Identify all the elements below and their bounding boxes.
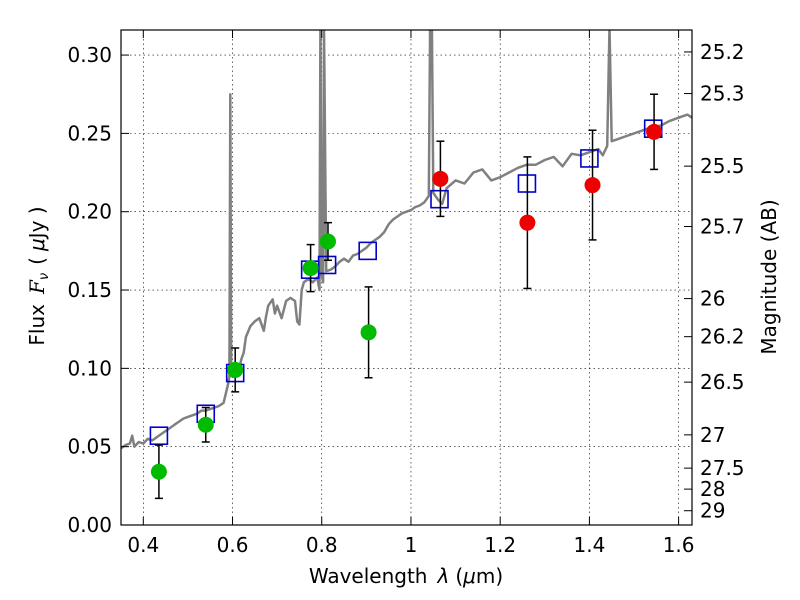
model-flux-box xyxy=(358,241,377,261)
sed-model-spectrum-layer xyxy=(121,30,692,450)
y-axis-title: FluxFν(μJy ) xyxy=(25,206,52,345)
x-axis-title: Wavelength λ (μm) xyxy=(309,564,503,588)
red-photometry-point xyxy=(584,177,601,194)
red-photometry-point xyxy=(646,123,663,140)
x-tick-label: 1.4 xyxy=(573,533,605,557)
y-tick-label: 0.25 xyxy=(67,121,112,145)
x-tick-label: 1 xyxy=(405,533,418,557)
model-flux-box xyxy=(317,255,337,275)
green-photometry-point xyxy=(197,416,214,433)
y-tick-label: 0.00 xyxy=(67,513,112,537)
x-tick-label: 1.2 xyxy=(484,533,516,557)
right-tick-label: 29 xyxy=(700,499,725,523)
model-flux-box xyxy=(149,426,169,446)
model-flux-box xyxy=(580,149,599,168)
right-tick-label: 26 xyxy=(700,287,725,311)
y-tick-label: 0.05 xyxy=(67,435,112,459)
red-photometry-point xyxy=(519,214,536,231)
right-tick-label: 26.5 xyxy=(700,370,745,394)
green-photometry-point xyxy=(302,260,319,277)
green-photometry-point xyxy=(150,463,167,480)
right-tick-label: 25.3 xyxy=(700,82,745,106)
red-photometry-point xyxy=(432,170,449,187)
y-tick-label: 0.15 xyxy=(67,278,112,302)
y-tick-label: 0.10 xyxy=(67,356,112,380)
green-photometry-point xyxy=(319,233,336,250)
y-tick-label: 0.30 xyxy=(67,43,112,67)
right-tick-label: 28 xyxy=(700,477,725,501)
x-tick-label: 0.6 xyxy=(217,533,249,557)
right-tick-label: 27 xyxy=(700,423,725,447)
right-tick-label: 25.7 xyxy=(700,215,745,239)
observed-photometry-layer xyxy=(150,123,663,480)
right-axis-title: Magnitude (AB) xyxy=(757,199,781,354)
grid xyxy=(121,30,692,526)
plot-frame xyxy=(120,29,693,526)
green-photometry-point xyxy=(360,324,377,341)
green-photometry-point xyxy=(227,361,244,378)
axis-ticks: 0.4 0.6 0.8 1 1.2 1.4 1.6 0.00 0.05 0.10 0.15 0.20 0… xyxy=(67,30,745,557)
x-tick-label: 1.6 xyxy=(663,533,695,557)
sed-model-line xyxy=(121,30,692,450)
right-tick-label: 25.2 xyxy=(700,40,745,64)
model-flux-box xyxy=(430,189,449,209)
model-photometry-layer xyxy=(149,119,663,446)
right-tick-label: 27.5 xyxy=(700,456,745,480)
right-tick-label: 26.2 xyxy=(700,325,745,349)
x-tick-label: 0.8 xyxy=(306,533,338,557)
y-tick-label: 0.20 xyxy=(67,200,112,224)
right-tick-label: 25.5 xyxy=(700,154,745,178)
x-tick-label: 0.4 xyxy=(127,533,159,557)
